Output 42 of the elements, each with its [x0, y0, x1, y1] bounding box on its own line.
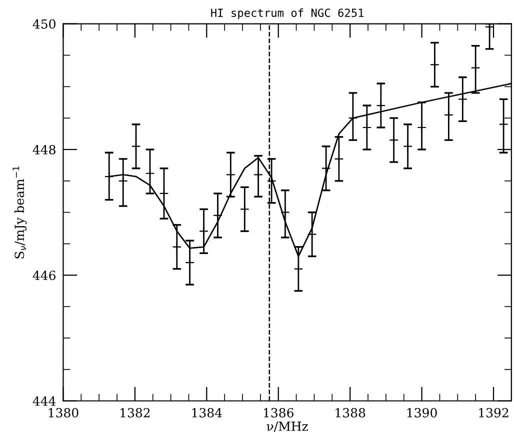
point — [172, 242, 182, 252]
point — [145, 168, 155, 178]
point — [199, 226, 208, 236]
point — [159, 188, 169, 198]
x-tick-label: 1384 — [192, 408, 222, 418]
point — [417, 122, 427, 132]
point — [498, 120, 508, 130]
point — [240, 204, 250, 214]
y-axis-title: S$_{ν}$/mJy beam$^{−1}$ — [12, 166, 27, 258]
point — [185, 258, 195, 268]
point — [254, 170, 264, 180]
point — [104, 172, 114, 182]
point — [280, 208, 290, 218]
x-axis-title: ν/MHz — [266, 422, 308, 432]
point — [334, 154, 344, 164]
x-tick-label: 1380 — [48, 408, 78, 418]
point — [213, 210, 222, 220]
point — [266, 176, 276, 186]
y-tick-label: 446 — [32, 270, 56, 280]
point — [118, 176, 128, 186]
point — [226, 170, 236, 180]
x-tick-label: 1390 — [407, 408, 437, 418]
point — [348, 113, 358, 123]
point — [430, 60, 440, 70]
x-tick-label: 1382 — [120, 408, 150, 418]
point — [389, 135, 399, 145]
y-tick-label: 448 — [32, 144, 56, 154]
point — [362, 122, 372, 132]
point — [470, 63, 480, 73]
point — [403, 142, 413, 152]
x-tick-label: 1392 — [479, 408, 508, 418]
point — [307, 230, 317, 240]
chart-title: HI spectrum of NGC 6251 — [211, 8, 364, 20]
y-tick-label: 450 — [32, 19, 56, 29]
point — [458, 94, 468, 104]
point — [131, 142, 141, 152]
point — [376, 100, 386, 110]
x-tick-label: 1386 — [264, 408, 294, 418]
y-tick-label: 444 — [32, 396, 56, 406]
point — [294, 264, 304, 274]
point — [444, 110, 454, 120]
x-tick-label: 1388 — [336, 408, 366, 418]
